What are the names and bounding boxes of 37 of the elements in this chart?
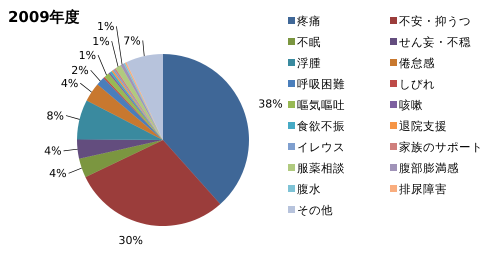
legend-label: せん妄・不穏 — [399, 35, 471, 50]
legend-label: 服薬相談 — [297, 161, 345, 176]
data-label: 7% — [123, 34, 141, 48]
pie-slice — [79, 140, 163, 178]
legend-label: 不安・抑うつ — [399, 14, 471, 28]
legend-label: 咳嗽 — [399, 98, 423, 112]
data-label: 1% — [92, 34, 110, 48]
data-label: 30% — [118, 234, 143, 247]
legend-label: 倦怠感 — [399, 56, 435, 70]
legend-label: 家族のサポート — [399, 140, 483, 154]
data-label: 1% — [78, 48, 96, 62]
data-label: 4% — [60, 77, 78, 90]
legend-label: しびれ — [399, 77, 435, 92]
legend-label: 嘔気嘔吐 — [297, 98, 345, 112]
data-label: 38% — [258, 97, 283, 110]
legend-label: 退院支援 — [399, 119, 447, 134]
pie-slice — [77, 139, 163, 159]
pie-slice — [86, 84, 163, 140]
data-label: 1% — [96, 20, 114, 34]
legend-label: 疼痛 — [297, 14, 321, 28]
legend-label: 腹水 — [297, 182, 321, 196]
data-label: 4% — [44, 144, 62, 158]
legend-label: 浮腫 — [297, 56, 321, 70]
pie-slice — [77, 100, 163, 140]
legend-label: 腹部膨満感 — [399, 161, 459, 176]
legend-label: その他 — [297, 203, 333, 218]
data-label: 2% — [71, 64, 89, 78]
chart-title: 2009年度 — [8, 8, 80, 26]
legend-label: 呼吸困難 — [297, 77, 345, 92]
legend-label: 不眠 — [297, 35, 321, 50]
pie-slice — [85, 140, 220, 226]
legend-label: 排尿障害 — [399, 182, 447, 196]
data-label: 4% — [49, 167, 67, 180]
legend-label: イレウス — [297, 140, 345, 154]
legend-label: 食欲不振 — [297, 119, 345, 134]
pie-slice — [163, 54, 249, 204]
data-label: 8% — [46, 109, 64, 122]
